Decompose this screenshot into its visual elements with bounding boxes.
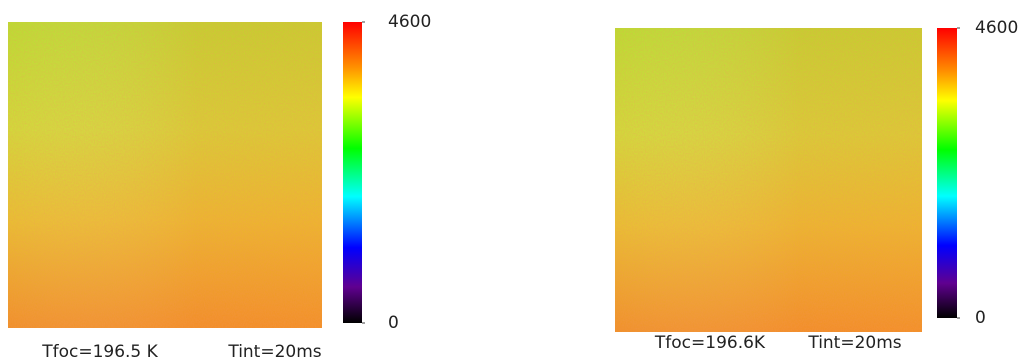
heatmap-noise [8,22,322,328]
colorbar [937,28,957,318]
colorbar [343,22,362,323]
colorbar-tick-label: 0 [975,308,986,328]
caption: Tfoc=196.6K [654,333,766,353]
colorbar-tick-label: 4600 [388,12,431,32]
colorbar-tick-label: 0 [388,313,399,333]
caption: Tint=20ms [807,333,901,353]
caption: Tint=20ms [227,342,321,362]
colorbar-tick-label: 4600 [975,18,1018,38]
heatmap-noise [615,28,922,332]
caption: Tfoc=196.5 K [41,342,158,362]
panel-1 [8,22,362,328]
panel-2 [615,28,957,332]
